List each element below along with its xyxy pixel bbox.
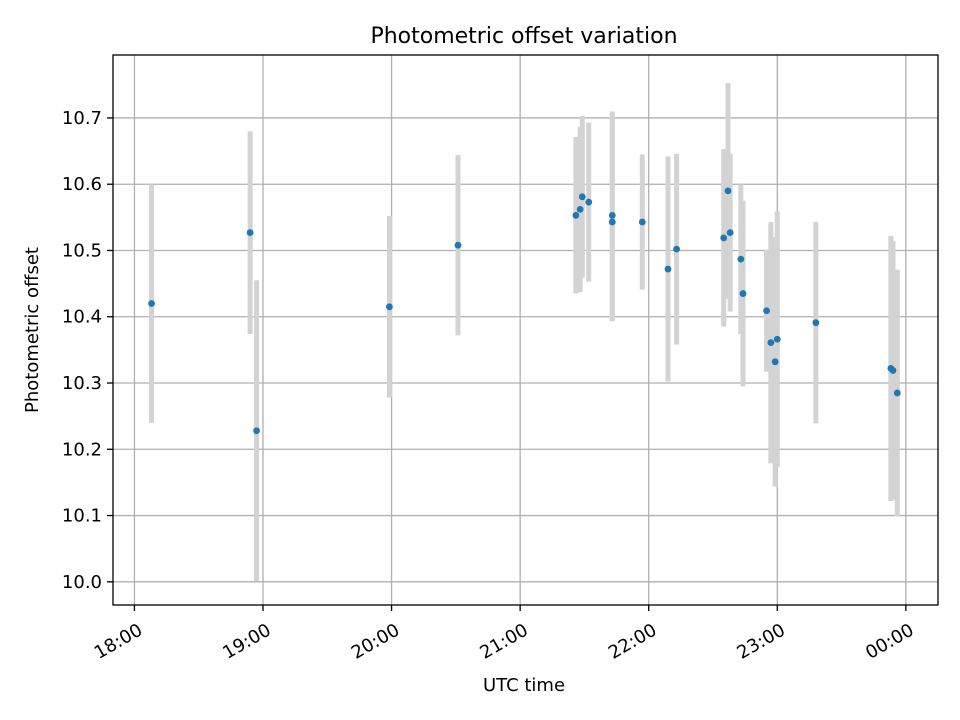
data-point — [148, 300, 155, 307]
data-point — [724, 187, 732, 195]
data-point — [664, 265, 672, 273]
data-point — [608, 218, 616, 226]
data-point — [572, 211, 580, 219]
data-point — [253, 427, 260, 435]
data-point — [386, 303, 393, 311]
data-point — [812, 319, 820, 327]
data-point — [767, 339, 775, 346]
y-tick-label: 10.5 — [62, 240, 102, 261]
data-point — [608, 211, 616, 219]
data-point — [771, 358, 779, 366]
y-tick-label: 10.1 — [62, 506, 102, 527]
y-axis-ticks: 10.0 10.1 10.2 10.3 10.4 10.5 10.6 10.7 — [62, 108, 113, 593]
data-point — [454, 241, 462, 249]
data-points — [148, 187, 901, 435]
data-point — [638, 218, 646, 226]
y-tick-label: 10.7 — [62, 108, 102, 129]
data-point — [739, 290, 747, 297]
chart-title: Photometric offset variation — [370, 24, 677, 49]
data-point — [246, 229, 254, 236]
y-tick-label: 10.0 — [62, 572, 102, 593]
plot-area-frame — [112, 54, 939, 606]
data-point — [576, 205, 584, 213]
y-tick-label: 10.3 — [62, 373, 102, 394]
data-point — [889, 367, 897, 374]
y-tick-label: 10.4 — [62, 307, 102, 328]
y-axis-label: Photometric offset — [22, 247, 43, 413]
data-point — [720, 234, 728, 242]
y-tick-label: 10.2 — [62, 439, 102, 460]
data-point — [763, 307, 770, 315]
data-point — [773, 335, 781, 343]
data-point — [585, 198, 593, 206]
data-point — [893, 389, 901, 397]
data-point — [673, 245, 680, 253]
data-point — [726, 229, 734, 236]
y-tick-label: 10.6 — [62, 174, 102, 195]
data-point — [737, 255, 745, 263]
grid-lines — [113, 55, 938, 605]
data-point — [578, 193, 586, 201]
x-axis-label: UTC time — [483, 675, 565, 696]
